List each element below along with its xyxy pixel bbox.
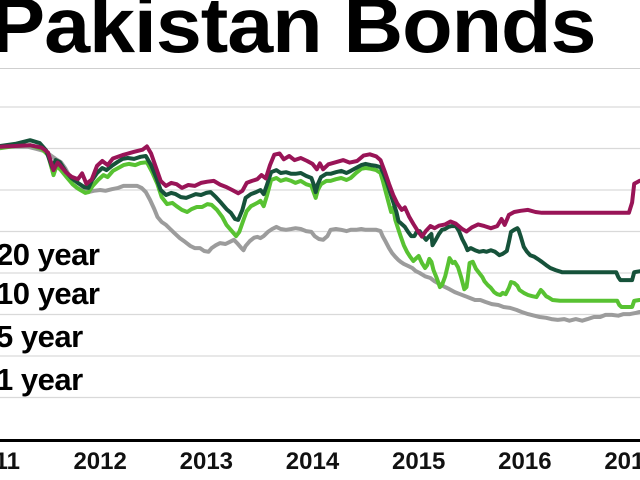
chart-title: Pakistan Bonds	[0, 0, 596, 69]
x-axis-label-2015: 2015	[391, 448, 446, 475]
x-axis-label-2012: 2012	[73, 448, 127, 475]
x-axis-label-2016: 2016	[498, 448, 552, 475]
series-label-10-year: 10 year	[0, 276, 100, 311]
series-label-5-year: 5 year	[0, 319, 83, 354]
x-axis-label-2014: 2014	[285, 448, 340, 475]
series-label-1-year: 1 year	[0, 362, 83, 397]
series-line-10-year	[0, 138, 640, 283]
x-axis-line	[0, 439, 640, 442]
x-axis-label-2013: 2013	[179, 448, 234, 475]
series-line-20-year	[0, 143, 640, 239]
x-axis-label-2017: 2017	[604, 448, 640, 475]
series-line-5-year	[0, 143, 640, 309]
title-divider	[0, 68, 640, 69]
x-axis-label-2011: 2011	[0, 448, 21, 475]
series-label-20-year: 20 year	[0, 237, 100, 272]
series-line-1-year	[0, 144, 640, 323]
